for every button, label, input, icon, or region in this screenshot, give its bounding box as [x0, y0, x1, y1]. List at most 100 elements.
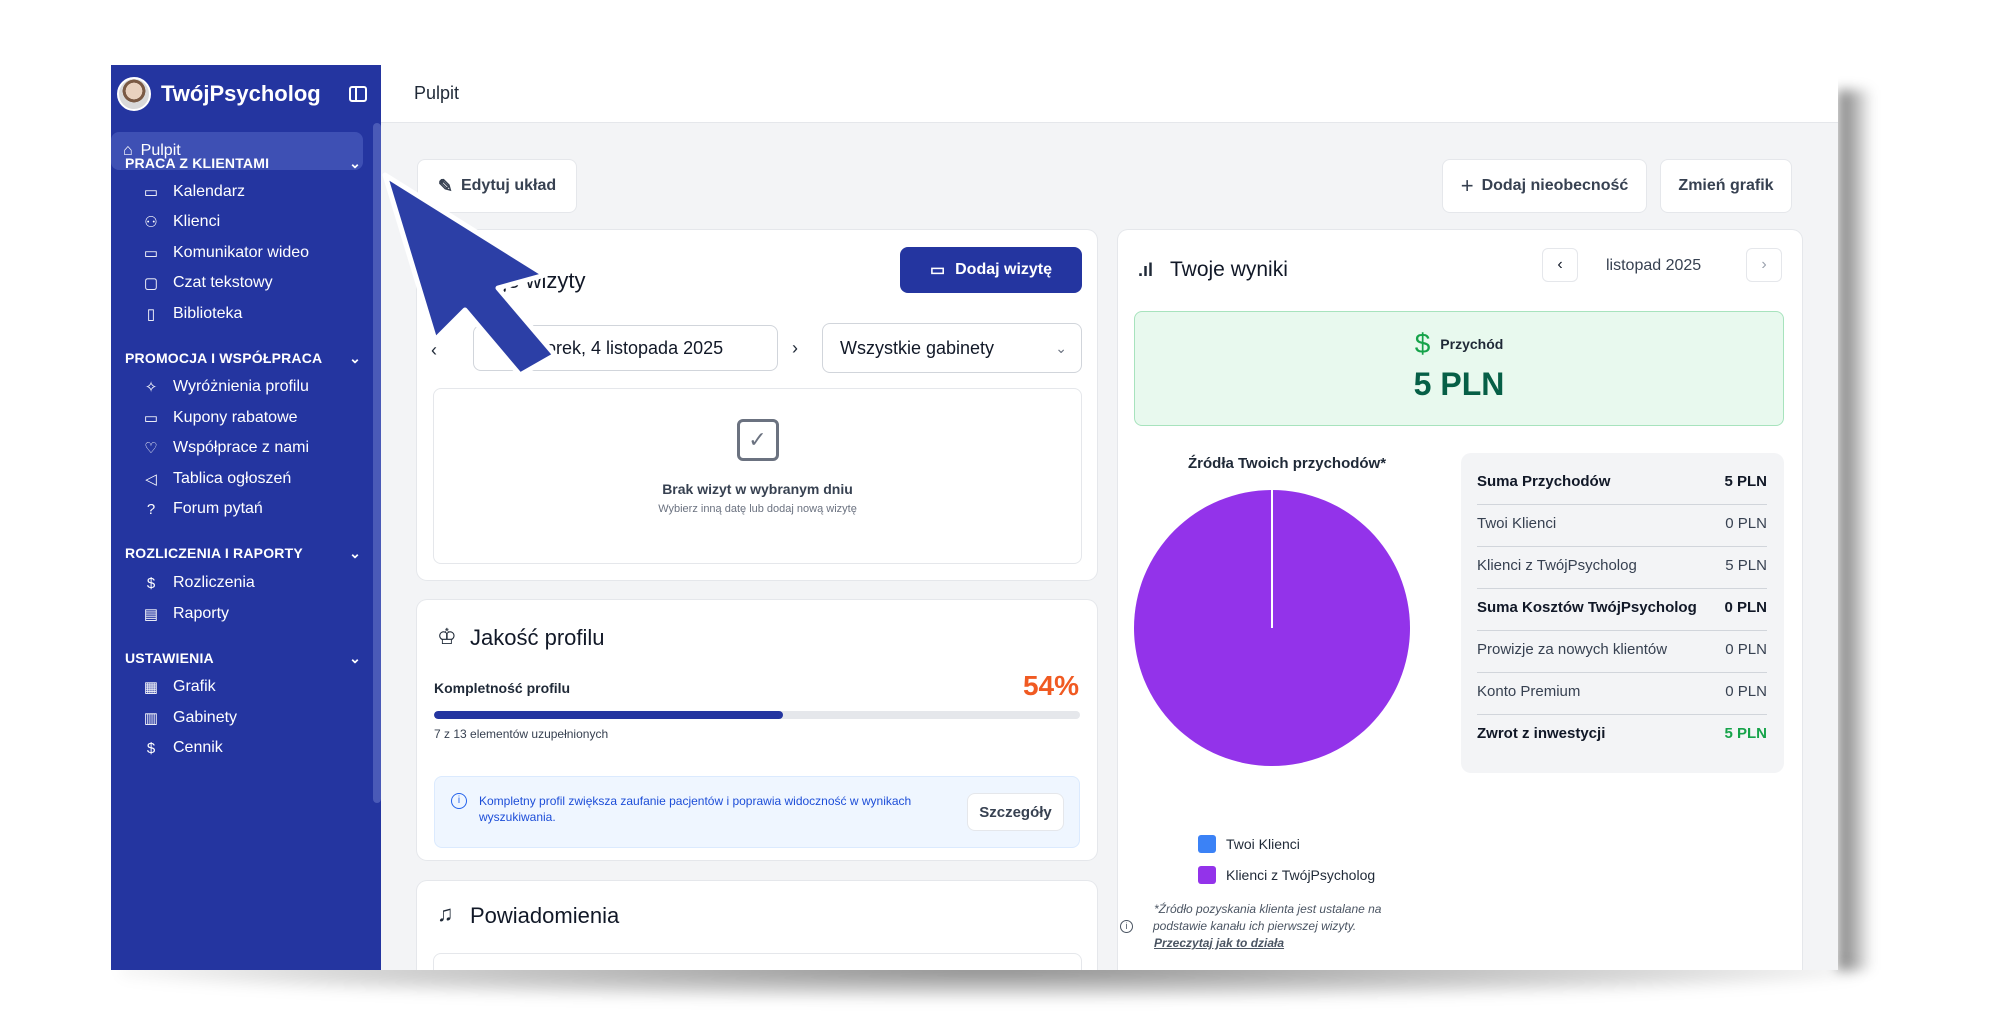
- help-circle-icon: ?: [146, 500, 156, 518]
- change-schedule-button[interactable]: Zmień grafik: [1660, 159, 1792, 213]
- dollar-icon: $: [146, 739, 156, 757]
- chevron-right-icon: ›: [1761, 256, 1767, 273]
- sidebar-item-czat-tekstowy[interactable]: ▢ Czat tekstowy: [141, 274, 273, 292]
- megaphone-icon: ◁: [145, 471, 157, 488]
- month-label: listopad 2025: [1606, 257, 1702, 274]
- info-icon: i: [451, 793, 467, 809]
- sidebar-item-tablica[interactable]: ◁ Tablica ogłoszeń: [141, 470, 291, 488]
- chevron-down-icon: ⌄: [349, 650, 361, 666]
- summary-value: 5 PLN: [1725, 557, 1767, 574]
- sidebar-item-grafik[interactable]: ▦ Grafik: [141, 678, 216, 696]
- notifications-title: Powiadomienia: [470, 903, 620, 928]
- sidebar-item-label: Cennik: [173, 739, 223, 756]
- ticket-icon: ▭: [143, 410, 159, 427]
- summary-row: Twoi Klienci 0 PLN: [1477, 515, 1767, 532]
- add-visit-button[interactable]: ▭ Dodaj wizytę: [900, 247, 1082, 293]
- summary-row: Prowizje za nowych klientów 0 PLN: [1477, 641, 1767, 658]
- section-promocja[interactable]: PROMOCJA I WSPÓŁPRACA ⌄: [125, 350, 361, 367]
- legend-label: Klienci z TwójPsycholog: [1226, 867, 1376, 883]
- button-label: Edytuj układ: [460, 177, 557, 194]
- topbar: Pulpit: [381, 65, 1838, 123]
- completeness-percent: 54%: [1022, 670, 1079, 701]
- empty-visits-box: ✓ Brak wizyt w wybranym dniu Wybierz inn…: [433, 388, 1082, 564]
- section-ustawienia[interactable]: USTAWIENIA ⌄: [125, 650, 361, 667]
- sidebar-item-label: Gabinety: [173, 709, 238, 726]
- sidebar-toggle-icon[interactable]: [349, 86, 367, 102]
- sidebar-item-gabinety[interactable]: ▥ Gabinety: [141, 709, 237, 727]
- progress-fill: [434, 711, 783, 719]
- button-label: Dodaj nieobecność: [1481, 177, 1629, 194]
- sidebar-item-raporty[interactable]: ▤ Raporty: [141, 605, 229, 623]
- chevron-left-icon: ‹: [1557, 256, 1563, 273]
- app-window: TwójPsycholog ⌂ Pulpit PRACA Z KLIENTAMI…: [111, 65, 1838, 970]
- add-absence-button[interactable]: + Dodaj nieobecność: [1442, 159, 1647, 213]
- sidebar-item-klienci[interactable]: ⚇ Klienci: [141, 213, 220, 231]
- sidebar-item-cennik[interactable]: $ Cennik: [141, 739, 223, 757]
- button-label: Dodaj wizytę: [955, 261, 1053, 278]
- next-month-button[interactable]: ›: [1746, 248, 1782, 282]
- select-value: Wszystkie gabinety: [840, 337, 995, 358]
- completeness-label: Kompletność profilu: [434, 680, 571, 696]
- sidebar-item-pulpit[interactable]: ⌂ Pulpit: [111, 132, 363, 170]
- book-icon: ▯: [146, 306, 156, 323]
- section-label: ROZLICZENIA I RAPORTY: [125, 545, 303, 561]
- next-day-arrow[interactable]: ›: [792, 338, 798, 358]
- sidebar-item-kalendarz[interactable]: ▭ Kalendarz: [141, 183, 245, 201]
- revenue-summary: Suma Przychodów 5 PLN Twoi Klienci 0 PLN Kli…: [1461, 453, 1784, 773]
- summary-divider: [1477, 546, 1767, 547]
- sidebar-item-label: Raporty: [173, 605, 230, 622]
- section-praca-z-klientami[interactable]: PRACA Z KLIENTAMI ⌄: [125, 155, 361, 172]
- summary-label: Klienci z TwójPsycholog: [1477, 557, 1637, 574]
- prev-day-arrow[interactable]: ‹: [431, 340, 437, 360]
- sidebar-scrollbar[interactable]: [373, 123, 381, 803]
- dollar-icon: $: [1414, 328, 1431, 359]
- legend-klienci-z-twojpsycholog: Klienci z TwójPsycholog: [1198, 866, 1375, 884]
- sidebar-item-biblioteka[interactable]: ▯ Biblioteka: [141, 305, 243, 323]
- pointer-arrow-icon: [382, 172, 558, 378]
- calendar-check-icon: ✓: [736, 419, 779, 461]
- sidebar-item-label: Forum pytań: [173, 500, 263, 517]
- pencil-icon: ✎: [437, 175, 453, 196]
- sidebar-item-rozliczenia[interactable]: $ Rozliczenia: [141, 574, 255, 592]
- footnote-line: *Źródło pozyskania klienta jest ustalane…: [1154, 902, 1382, 916]
- sidebar-item-komunikator-wideo[interactable]: ▭ Komunikator wideo: [141, 244, 309, 262]
- sidebar-item-kupony[interactable]: ▭ Kupony rabatowe: [141, 409, 298, 427]
- summary-label: Suma Kosztów TwójPsycholog: [1477, 599, 1697, 616]
- sidebar-item-label: Pulpit: [140, 142, 181, 159]
- results-card: .ıl Twoje wyniki ‹ listopad 2025 › $ Prz…: [1118, 230, 1802, 970]
- revenue-pie-chart: [1134, 490, 1410, 766]
- avatar[interactable]: [117, 77, 151, 111]
- sparkles-icon: ✧: [144, 379, 158, 396]
- handshake-icon: ♡: [144, 440, 158, 457]
- notifications-list: [433, 953, 1082, 970]
- chevron-down-icon: ⌄: [1055, 339, 1067, 356]
- summary-row: Suma Kosztów TwójPsycholog 0 PLN: [1477, 599, 1767, 616]
- section-rozliczenia[interactable]: ROZLICZENIA I RAPORTY ⌄: [125, 545, 361, 562]
- edit-layout-button[interactable]: ✎ Edytuj układ: [417, 159, 577, 213]
- plus-icon: +: [1460, 173, 1474, 198]
- sidebar-item-label: Tablica ogłoszeń: [173, 470, 292, 487]
- summary-row: Zwrot z inwestycji 5 PLN: [1477, 725, 1767, 742]
- building-icon: ▥: [143, 710, 159, 727]
- office-select[interactable]: Wszystkie gabinety ⌄: [822, 323, 1082, 373]
- users-icon: ⚇: [144, 214, 158, 231]
- details-button[interactable]: Szczegóły: [967, 793, 1064, 831]
- date-value: wtorek, 4 listopada 2025: [528, 337, 724, 358]
- footnote-link[interactable]: Przeczytaj jak to działa: [1154, 936, 1285, 950]
- page-title: Pulpit: [414, 83, 460, 103]
- sidebar-item-forum[interactable]: ? Forum pytań: [141, 500, 263, 518]
- legend-twoi-klienci: Twoi Klienci: [1198, 835, 1300, 853]
- sidebar-item-wspolprace[interactable]: ♡ Współprace z nami: [141, 439, 309, 457]
- prev-month-button[interactable]: ‹: [1542, 248, 1578, 282]
- sidebar-item-wyroznienia[interactable]: ✧ Wyróżnienia profilu: [141, 378, 309, 396]
- info-text: Kompletny profil zwiększa zaufanie pacje…: [479, 794, 912, 824]
- award-icon: ♔: [437, 624, 457, 649]
- summary-value: 0 PLN: [1725, 683, 1767, 700]
- sidebar-item-label: Czat tekstowy: [173, 274, 273, 291]
- bar-chart-icon: .ıl: [1138, 260, 1154, 280]
- section-label: USTAWIENIA: [125, 650, 214, 666]
- legend-swatch: [1198, 835, 1216, 853]
- calendar-check-icon: ▦: [143, 679, 159, 696]
- chevron-down-icon: ⌄: [349, 155, 361, 171]
- window-shadow-right: [1838, 90, 1870, 970]
